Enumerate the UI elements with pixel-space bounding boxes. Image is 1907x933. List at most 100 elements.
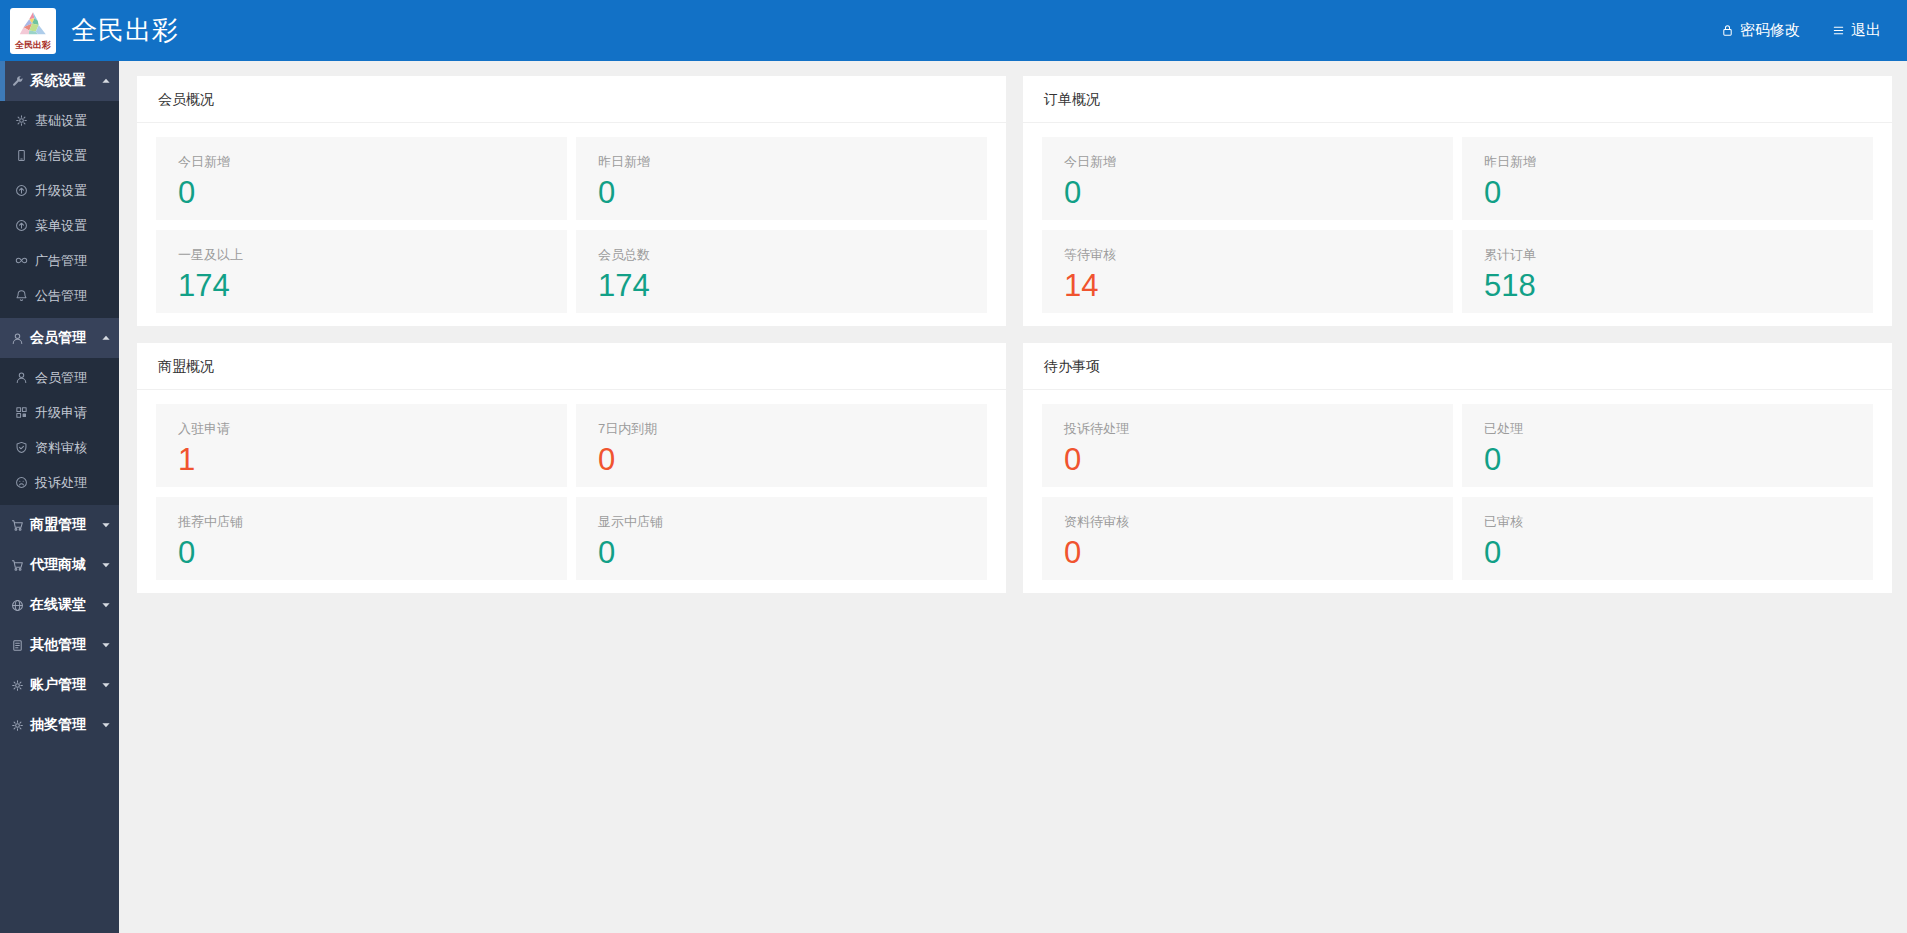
gear-icon (15, 114, 28, 127)
sidebar-group-3[interactable]: 代理商城 (0, 545, 119, 585)
card-1: 订单概况今日新增 0 昨日新增0等待审核14 累计订单 518 (1023, 76, 1892, 326)
main-content: 会员概况今日新增0昨日新增0一星及以上174会员总数174订单概况今日新增0昨日… (119, 61, 1907, 933)
sidebar-item-0-2[interactable]: 升级设置 (0, 173, 119, 208)
sidebar-group-label: 系统设置 (30, 72, 98, 90)
sidebar-group-label: 账户管理 (30, 676, 98, 694)
phone-icon (15, 149, 28, 162)
topbar-action-1[interactable]: 退出 (1832, 21, 1881, 40)
stat-label: 入驻申请 (178, 420, 545, 438)
stat-value: 518 (1484, 269, 1851, 303)
sidebar-group-6[interactable]: 账户管理 (0, 665, 119, 705)
sidebar-group-0-children: 基础设置短信设置升级设置菜单设置广告管理公告管理 (0, 101, 119, 318)
sidebar-group-label: 会员管理 (30, 329, 98, 347)
topbar-actions: 密码修改 退出 (1721, 21, 1881, 40)
card-body: 今日新增 0 昨日新增0等待审核14 累计订单 518 (1023, 123, 1892, 313)
stat-tile: 昨日新增 0 (576, 137, 987, 220)
globe-icon (11, 599, 24, 612)
stat-value: 0 (598, 176, 965, 210)
card-title: 商盟概况 (137, 343, 1006, 390)
stat-label: 昨日新增 (598, 153, 965, 171)
sidebar-item-1-2[interactable]: 资料审核 (0, 430, 119, 465)
stat-value: 0 (1484, 536, 1851, 570)
card-2: 商盟概况入驻申请17日内到期0推荐中店铺0显示中店铺0 (137, 343, 1006, 593)
sidebar-item-label: 投诉处理 (35, 474, 87, 492)
stat-value: 0 (1064, 536, 1431, 570)
bell-icon (15, 289, 28, 302)
sidebar-group-label: 代理商城 (30, 556, 98, 574)
caret-down-icon (100, 599, 112, 611)
sidebar-item-1-0[interactable]: 会员管理 (0, 360, 119, 395)
stat-value: 0 (598, 443, 965, 477)
sidebar-item-0-4[interactable]: 广告管理 (0, 243, 119, 278)
shield-check-icon (15, 441, 28, 454)
sidebar-group-1[interactable]: 会员管理 (0, 318, 119, 358)
stat-value: 0 (178, 536, 545, 570)
stat-label: 已处理 (1484, 420, 1851, 438)
stat-label: 7日内到期 (598, 420, 965, 438)
stat-label: 今日新增 (1064, 153, 1431, 171)
stat-value: 0 (1064, 443, 1431, 477)
gear-icon (11, 719, 24, 732)
card-3: 待办事项投诉待处理0已处理0资料待审核0已审核0 (1023, 343, 1892, 593)
stat-label: 昨日新增 (1484, 153, 1851, 171)
stat-tile: 会员总数 174 (576, 230, 987, 313)
user-icon (15, 371, 28, 384)
card-body: 今日新增0昨日新增0一星及以上174会员总数174 (137, 123, 1006, 313)
sidebar-group-label: 抽奖管理 (30, 716, 98, 734)
stat-tile: 等待审核14 (1042, 230, 1453, 313)
sidebar-item-1-3[interactable]: 投诉处理 (0, 465, 119, 500)
topbar-action-0[interactable]: 密码修改 (1721, 21, 1800, 40)
card-title: 待办事项 (1023, 343, 1892, 390)
sidebar-item-label: 升级申请 (35, 404, 87, 422)
card-title: 订单概况 (1023, 76, 1892, 123)
document-icon (11, 639, 24, 652)
sidebar-item-label: 广告管理 (35, 252, 87, 270)
stat-label: 会员总数 (598, 246, 965, 264)
sidebar-group-7[interactable]: 抽奖管理 (0, 705, 119, 745)
sidebar-group-0[interactable]: 系统设置 (0, 61, 119, 101)
sidebar-item-label: 升级设置 (35, 182, 87, 200)
sidebar-item-label: 会员管理 (35, 369, 87, 387)
stat-tile: 入驻申请1 (156, 404, 567, 487)
stat-label: 今日新增 (178, 153, 545, 171)
arrow-up-circle-icon (15, 219, 28, 232)
sidebar-item-0-5[interactable]: 公告管理 (0, 278, 119, 313)
caret-down-icon (100, 519, 112, 531)
stat-tile: 累计订单 518 (1462, 230, 1873, 313)
stat-label: 累计订单 (1484, 246, 1851, 264)
sidebar-group-4[interactable]: 在线课堂 (0, 585, 119, 625)
card-body: 入驻申请17日内到期0推荐中店铺0显示中店铺0 (137, 390, 1006, 580)
stat-label: 推荐中店铺 (178, 513, 545, 531)
stat-value: 0 (1064, 176, 1431, 210)
sidebar-item-label: 短信设置 (35, 147, 87, 165)
sidebar-item-0-3[interactable]: 菜单设置 (0, 208, 119, 243)
stat-tile: 昨日新增0 (1462, 137, 1873, 220)
caret-down-icon (100, 679, 112, 691)
stat-tile: 今日新增 0 (1042, 137, 1453, 220)
stat-label: 已审核 (1484, 513, 1851, 531)
sidebar: 系统设置基础设置短信设置升级设置菜单设置广告管理公告管理会员管理会员管理升级申请… (0, 61, 119, 933)
sidebar-group-5[interactable]: 其他管理 (0, 625, 119, 665)
caret-down-icon (100, 719, 112, 731)
sidebar-item-1-1[interactable]: 升级申请 (0, 395, 119, 430)
app-title: 全民出彩 (71, 13, 179, 48)
sidebar-item-0-0[interactable]: 基础设置 (0, 103, 119, 138)
caret-down-icon (100, 639, 112, 651)
arrow-up-circle-icon (15, 184, 28, 197)
stat-value: 14 (1064, 269, 1431, 303)
sidebar-item-label: 公告管理 (35, 287, 87, 305)
cart-icon (11, 559, 24, 572)
card-title: 会员概况 (137, 76, 1006, 123)
logout-icon (1832, 24, 1845, 37)
stat-value: 0 (598, 536, 965, 570)
wrench-icon (11, 75, 24, 88)
stat-tile: 今日新增0 (156, 137, 567, 220)
sidebar-item-0-1[interactable]: 短信设置 (0, 138, 119, 173)
sidebar-group-label: 在线课堂 (30, 596, 98, 614)
stat-value: 174 (598, 269, 965, 303)
sidebar-group-2[interactable]: 商盟管理 (0, 505, 119, 545)
grid-icon (15, 406, 28, 419)
stat-label: 投诉待处理 (1064, 420, 1431, 438)
sad-face-icon (15, 476, 28, 489)
infinity-icon (15, 254, 28, 267)
